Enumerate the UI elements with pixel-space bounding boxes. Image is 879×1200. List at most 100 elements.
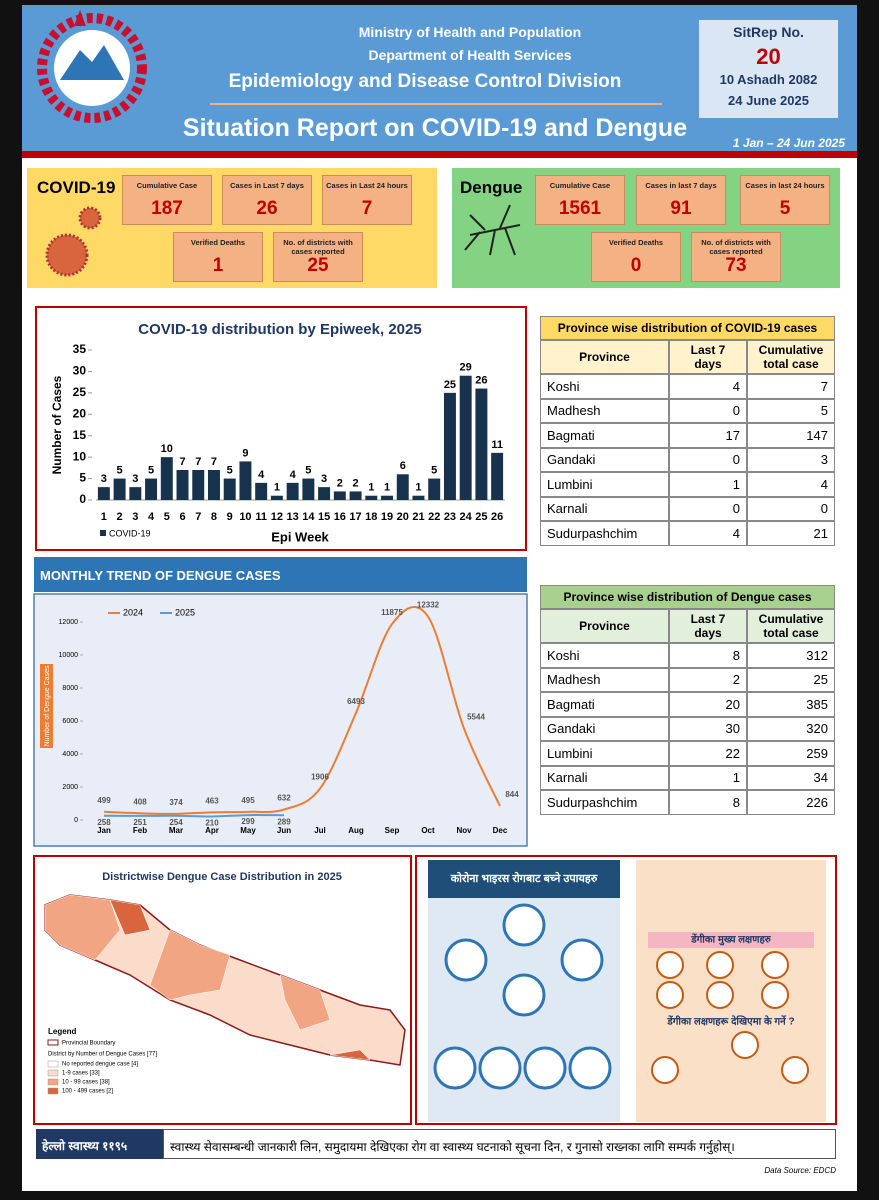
data-label: 1906	[311, 773, 329, 782]
table-cell: 0	[669, 496, 747, 521]
data-label: 374	[169, 798, 183, 807]
data-label: 289	[277, 817, 291, 826]
x-tick-label: 24	[460, 511, 473, 523]
table-cell: Lumbini	[540, 472, 669, 497]
legend-label: Provincial Boundary	[62, 1041, 115, 1047]
department: Department of Health Services	[368, 47, 572, 63]
y-axis-title: Number of Dengue Cases	[44, 665, 51, 746]
table-cell: 5	[747, 398, 835, 423]
data-label: 6493	[347, 697, 365, 706]
legend-swatch	[100, 530, 106, 536]
district-area	[279, 974, 331, 1031]
summary-card: Cases in Last 7 days 26	[222, 175, 312, 225]
table-cell: 8	[669, 790, 747, 815]
poster-illustration	[651, 1056, 679, 1084]
legend-label: COVID-19	[109, 528, 151, 538]
x-tick-label: 6	[179, 511, 185, 523]
card-label: No. of districts with cases reported	[283, 238, 353, 256]
card-value: 73	[725, 255, 747, 276]
table-cell: Sudurpashchim	[540, 790, 669, 815]
date-en: 24 June 2025	[728, 93, 809, 108]
table-cell: 259	[747, 741, 835, 766]
bar	[475, 388, 488, 500]
x-tick-label: 21	[412, 511, 424, 523]
poster-illustration	[761, 981, 789, 1009]
x-tick-label: 8	[211, 511, 217, 523]
legend-swatch	[47, 1078, 59, 1086]
bar	[349, 491, 362, 500]
summary-card: Verified Deaths 1	[173, 232, 263, 282]
table-cell: Gandaki	[540, 447, 669, 472]
bar	[428, 478, 441, 500]
poster-heading: डेंगीका मुख्य लक्षणहरु	[690, 933, 772, 946]
bar	[176, 470, 189, 500]
table-cell: Karnali	[540, 765, 669, 790]
x-tick-label: Dec	[493, 826, 508, 835]
data-label: 1	[368, 482, 374, 494]
sitrep-label: SitRep No.	[733, 24, 804, 40]
header-rule	[22, 151, 857, 158]
x-tick-label: Apr	[205, 826, 219, 835]
table-cell: 21	[747, 521, 835, 546]
table-header: Cumulative total case	[747, 340, 835, 374]
data-label: 3	[321, 473, 327, 485]
card-value: 187	[151, 198, 183, 219]
dengue-banner: MONTHLY TREND OF DENGUE CASES	[34, 557, 527, 592]
summary-card: Cumulative Case 1561	[535, 175, 625, 225]
table-header: Last 7 days	[669, 609, 747, 643]
poster-header	[428, 860, 620, 898]
x-tick-label: 11	[255, 511, 267, 523]
poster-illustration	[523, 1046, 567, 1090]
table-cell: Koshi	[540, 643, 669, 668]
table-cell: 17	[669, 423, 747, 448]
x-tick-label: 5	[164, 511, 170, 523]
x-tick-label: 19	[381, 511, 393, 523]
data-label: 11	[491, 439, 503, 451]
poster-illustration	[560, 938, 604, 982]
series-line	[103, 606, 501, 815]
bar	[381, 495, 393, 500]
table-cell: 385	[747, 692, 835, 717]
bar	[396, 474, 409, 500]
card-value: 7	[361, 198, 373, 219]
card-value: 0	[630, 255, 642, 276]
summary-card: No. of districts with cases reported 73	[691, 232, 781, 282]
table-cell: Koshi	[540, 374, 669, 399]
y-tick-label: 4000	[62, 751, 78, 758]
table-cell: 22	[669, 741, 747, 766]
table-title: Province wise distribution of Dengue cas…	[540, 585, 835, 609]
legend-label: 10 - 99 cases [38]	[62, 1080, 110, 1086]
poster-illustration	[656, 981, 684, 1009]
bar	[129, 487, 142, 500]
bar	[365, 495, 378, 500]
table-cell: 312	[747, 643, 835, 668]
date-np: 10 Ashadh 2082	[719, 72, 818, 87]
table-header: Cumulative total case	[747, 609, 835, 643]
table-cell: 3	[747, 447, 835, 472]
y-tick-label: 6000	[62, 718, 78, 725]
poster-title: कोरोना भाइरस रोगबाट बच्ने उपायहरु	[450, 871, 598, 885]
data-label: 26	[475, 374, 487, 386]
table-cell: Bagmati	[540, 692, 669, 717]
district-area	[149, 929, 231, 1001]
bar	[491, 452, 504, 500]
data-label: 258	[97, 818, 111, 827]
virus-icon	[78, 206, 102, 230]
table-cell: 20	[669, 692, 747, 717]
data-label: 3	[101, 473, 107, 485]
poster-illustration	[502, 903, 546, 947]
x-tick-label: Feb	[133, 826, 147, 835]
data-label: 499	[97, 796, 111, 805]
data-label: 7	[211, 456, 217, 468]
y-tick-label: 12000	[59, 619, 79, 626]
x-tick-label: 14	[302, 511, 315, 523]
bar	[145, 478, 158, 500]
table-cell: Sudurpashchim	[540, 521, 669, 546]
summary-card: Cases in Last 24 hours 7	[322, 175, 412, 225]
data-label: 11875	[381, 608, 403, 617]
data-label: 12332	[417, 601, 440, 610]
table-cell: Lumbini	[540, 741, 669, 766]
x-tick-label: Jan	[97, 826, 111, 835]
